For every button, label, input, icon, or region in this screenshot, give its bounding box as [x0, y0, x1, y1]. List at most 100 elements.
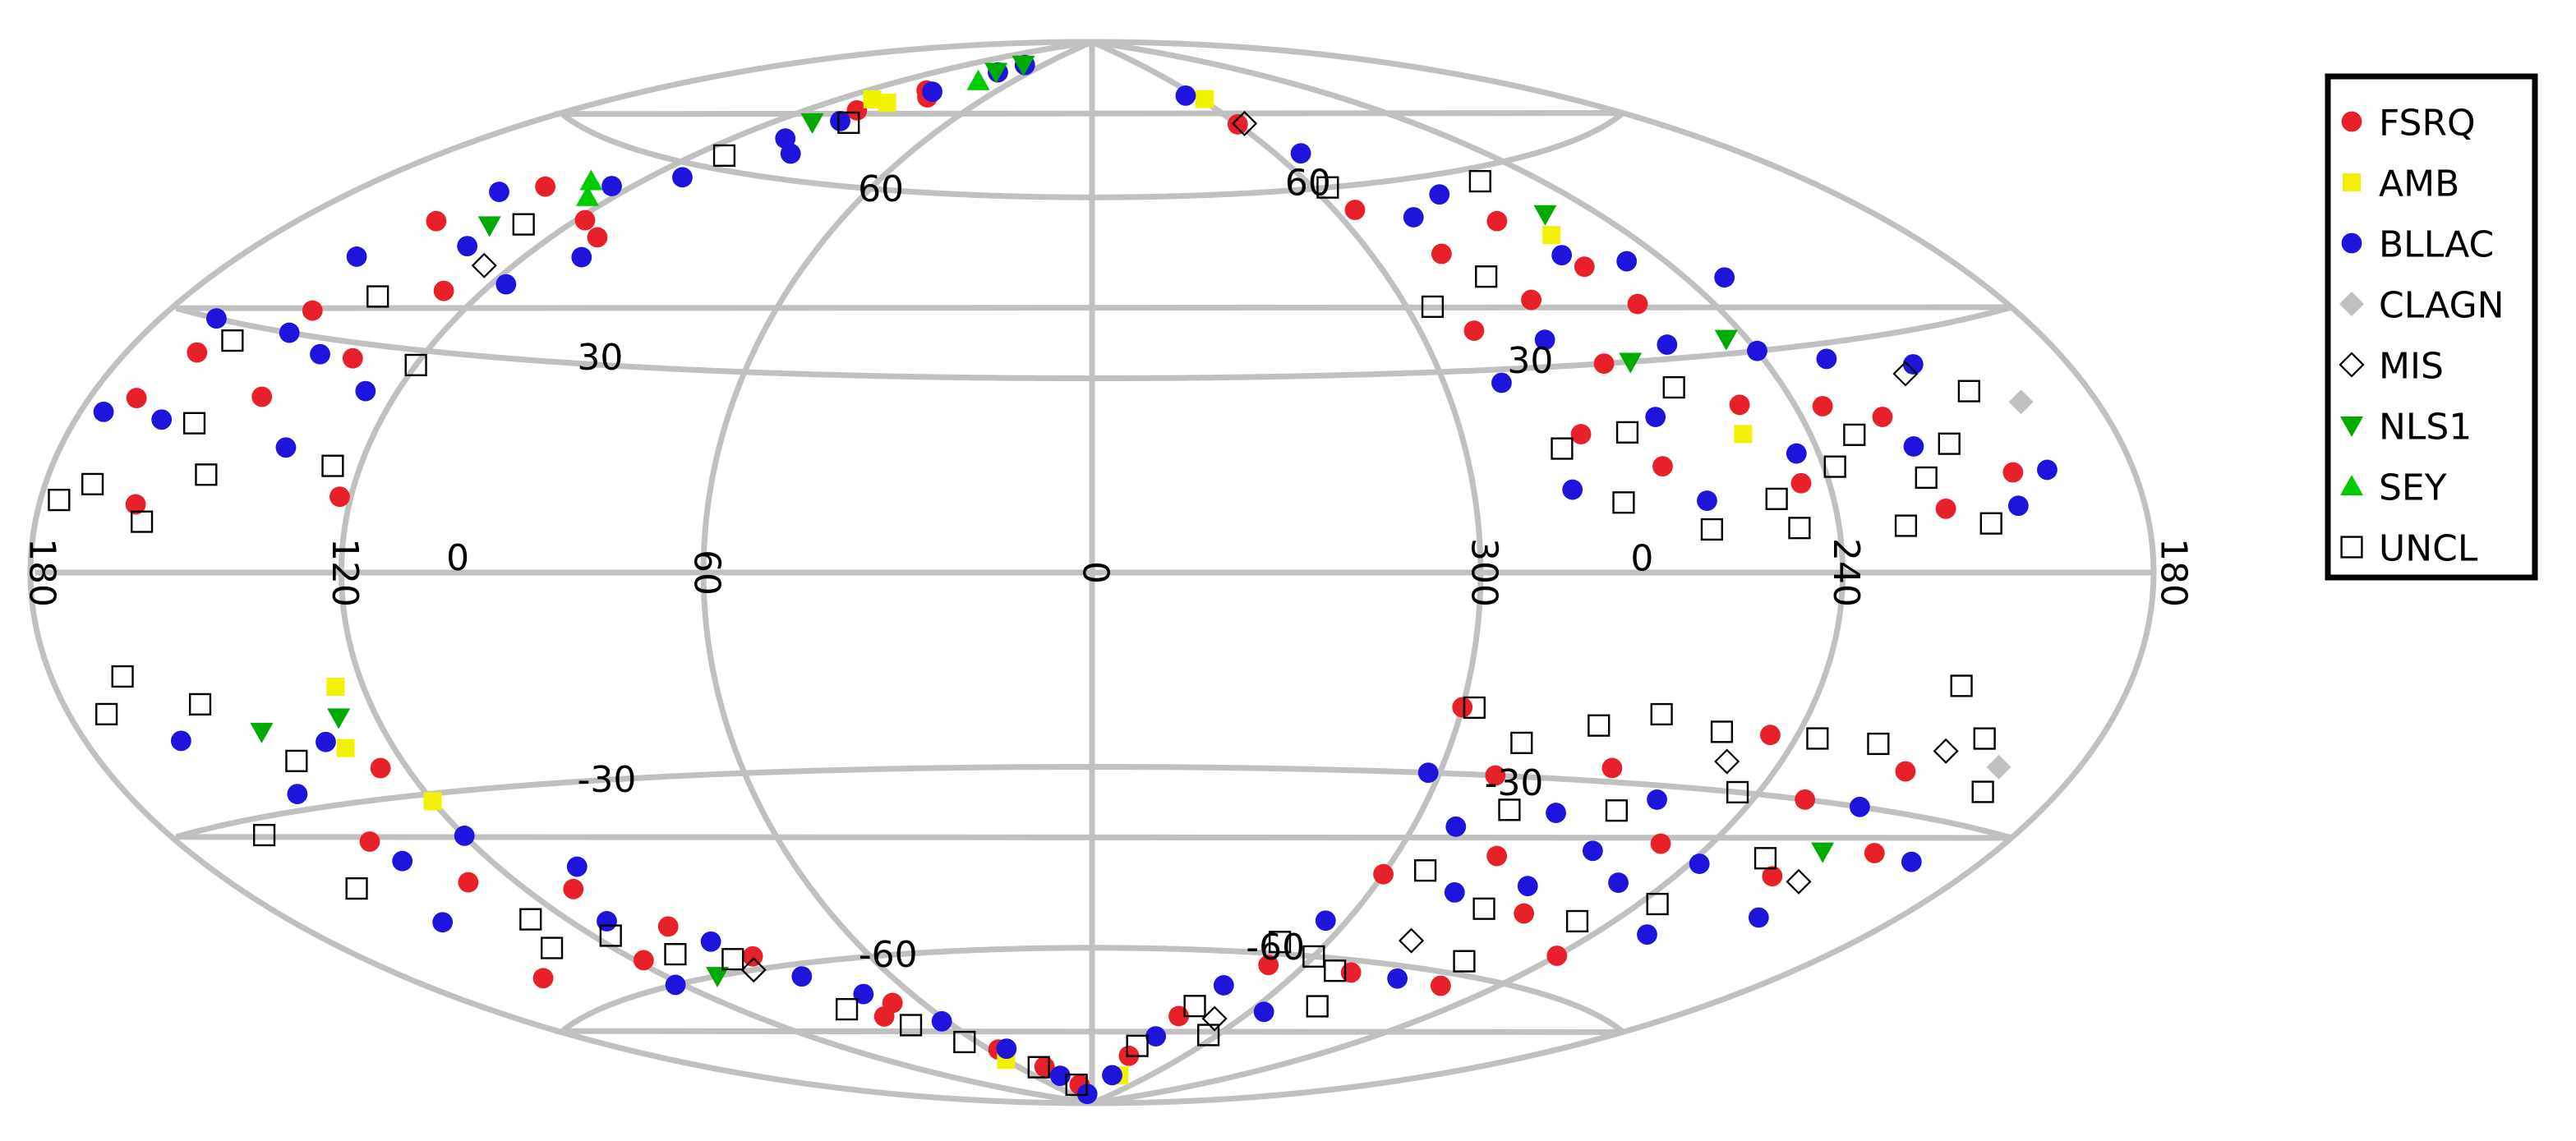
point-uncl-66	[899, 1014, 923, 1037]
point-bllac-58	[1582, 840, 1603, 862]
point-fsrq-49	[1760, 725, 1781, 746]
point-uncl-47	[1753, 847, 1777, 870]
point-fsrq-5	[302, 300, 323, 321]
series-amb	[326, 90, 1753, 1085]
point-amb-1	[878, 94, 896, 113]
point-uncl-31	[1510, 731, 1533, 754]
point-fsrq-42	[1864, 843, 1885, 863]
point-uncl-2	[182, 412, 206, 435]
legend-label-nls1: NLS1	[2379, 407, 2472, 449]
point-nls1-2	[1012, 55, 1035, 76]
point-uncl-60	[285, 749, 308, 772]
point-bllac-47	[1689, 853, 1710, 874]
point-bllac-52	[1315, 910, 1336, 932]
point-uncl-5	[321, 454, 344, 477]
point-fsrq-54	[657, 916, 679, 937]
point-fsrq-11	[125, 494, 146, 515]
point-fsrq-60	[633, 950, 654, 971]
point-mis-8	[1232, 110, 1258, 136]
point-uncl-69	[1065, 1073, 1088, 1097]
point-uncl-27	[1979, 512, 2002, 535]
point-bllac-69	[996, 1038, 1017, 1060]
legend-entry-fsrq: FSRQ	[2341, 103, 2476, 145]
point-mis-6	[1201, 1005, 1228, 1032]
point-bllac-45	[1647, 789, 1667, 810]
point-clagn-0	[2008, 389, 2034, 415]
point-uncl-4	[366, 285, 389, 308]
point-fsrq-19	[1486, 210, 1508, 232]
point-fsrq-6	[126, 388, 147, 408]
point-bllac-25	[1616, 251, 1638, 272]
point-fsrq-10	[342, 347, 363, 369]
point-mis-1	[1892, 361, 1919, 387]
legend-marker-mis	[2339, 352, 2365, 378]
point-uncl-45	[1565, 909, 1589, 933]
point-nls1-1	[984, 62, 1008, 84]
point-bllac-57	[1387, 968, 1408, 989]
point-uncl-9	[131, 510, 154, 533]
point-nls1-5	[1714, 329, 1738, 351]
point-amb-7	[336, 738, 355, 757]
point-fsrq-8	[433, 280, 454, 301]
point-fsrq-31	[1463, 320, 1485, 341]
legend-marker-nls1	[2340, 416, 2363, 437]
point-uncl-7	[837, 111, 860, 134]
point-bllac-1	[489, 182, 509, 202]
point-bllac-32	[2037, 459, 2058, 481]
point-fsrq-15	[1227, 113, 1248, 135]
point-sey-1	[576, 185, 600, 206]
point-uncl-63	[664, 943, 687, 966]
lon-tick-label-2: 60	[686, 550, 728, 596]
parallel-60	[554, 110, 1625, 200]
point-bllac-42	[1444, 881, 1465, 903]
legend-entry-amb: AMB	[2343, 163, 2459, 205]
point-bllac-35	[1645, 407, 1666, 427]
point-fsrq-52	[370, 757, 391, 779]
point-bllac-30	[1902, 354, 1924, 375]
point-uncl-39	[1973, 727, 1996, 750]
point-fsrq-40	[1762, 866, 1783, 887]
legend-marker-amb	[2343, 173, 2361, 191]
point-bllac-11	[279, 322, 300, 343]
point-uncl-1	[221, 329, 244, 352]
point-bllac-49	[1849, 796, 1870, 817]
point-fsrq-32	[1452, 697, 1473, 718]
series-sey	[576, 69, 990, 206]
point-uncl-35	[1726, 780, 1749, 804]
point-uncl-25	[1843, 423, 1866, 446]
point-fsrq-36	[1514, 903, 1535, 924]
point-uncl-53	[1197, 1024, 1220, 1047]
point-bllac-7	[922, 81, 942, 103]
point-nls1-4	[1533, 205, 1557, 226]
point-amb-2	[1196, 90, 1214, 108]
point-uncl-46	[1646, 892, 1669, 916]
point-bllac-65	[700, 931, 721, 952]
point-mis-4	[1399, 927, 1425, 954]
point-bllac-16	[571, 246, 592, 268]
point-bllac-62	[454, 825, 475, 846]
point-fsrq-20	[1627, 293, 1648, 315]
point-mis-3	[1714, 748, 1740, 775]
point-fsrq-38	[1546, 945, 1568, 966]
point-uncl-68	[1027, 1056, 1050, 1079]
point-nls1-8	[327, 708, 351, 729]
point-uncl-41	[1414, 859, 1437, 882]
point-bllac-20	[1175, 85, 1196, 106]
point-nls1-6	[1619, 352, 1643, 374]
point-bllac-73	[432, 912, 454, 933]
point-bllac-10	[151, 409, 173, 430]
point-uncl-67	[953, 1030, 976, 1054]
point-uncl-59	[188, 692, 212, 715]
point-fsrq-9	[587, 227, 608, 248]
point-uncl-26	[1915, 466, 1938, 490]
lat-tick-label-4: -60	[859, 934, 918, 976]
point-uncl-13	[1475, 265, 1498, 288]
point-uncl-65	[836, 998, 859, 1021]
point-bllac-74	[665, 974, 686, 996]
point-uncl-17	[1823, 455, 1846, 478]
point-uncl-29	[1468, 170, 1491, 193]
series-nls1	[250, 55, 1835, 988]
point-uncl-24	[1788, 517, 1811, 540]
point-nls1-9	[706, 967, 730, 988]
point-bllac-39	[1562, 479, 1583, 500]
